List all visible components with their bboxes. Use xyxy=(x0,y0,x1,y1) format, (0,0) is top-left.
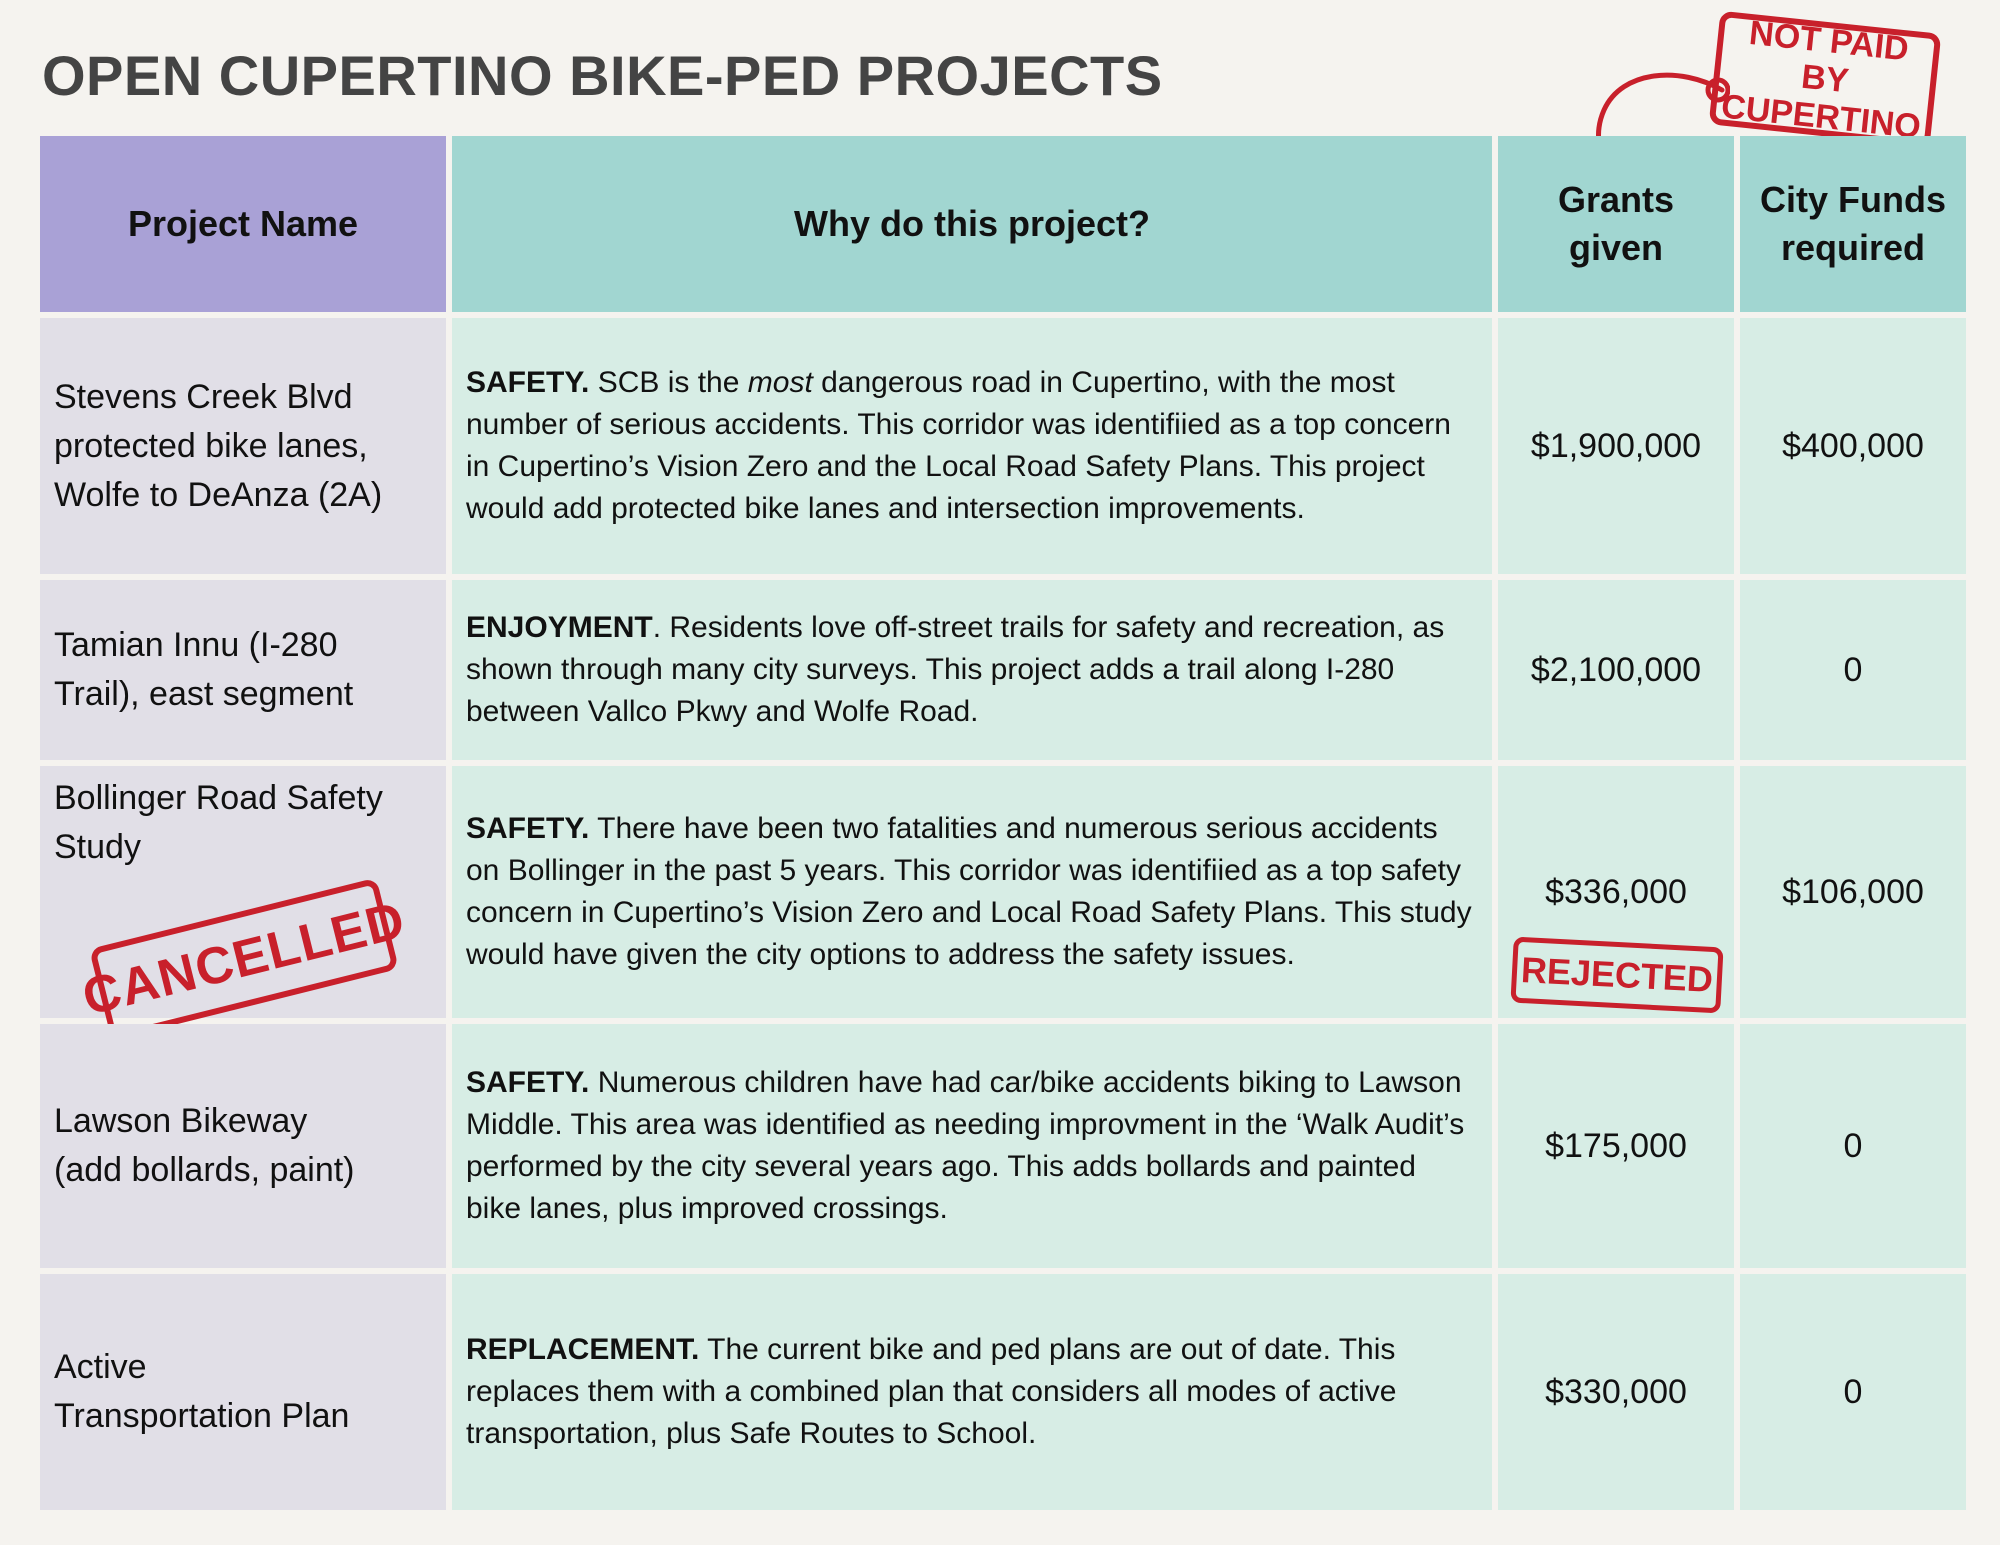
header-grants: Grants given xyxy=(1498,136,1734,312)
grants-cell: $336,000 REJECTED xyxy=(1498,766,1734,1018)
header-grants-line1: Grants xyxy=(1557,179,1675,220)
project-reason-cell: SAFETY. SCB is the most dangerous road i… xyxy=(452,318,1492,574)
header-why: Why do this project? xyxy=(452,136,1492,312)
project-reason-cell: REPLACEMENT. The current bike and ped pl… xyxy=(452,1274,1492,1510)
city-funds-cell: 0 xyxy=(1740,1274,1966,1510)
reason-label: ENJOYMENT xyxy=(466,611,653,644)
grants-cell: $1,900,000 xyxy=(1498,318,1734,574)
project-name-cell: Stevens Creek Blvd protected bike lanes,… xyxy=(40,318,446,574)
header-city-line2: required xyxy=(1780,227,1926,268)
project-name-cell: Lawson Bikeway (add bollards, paint) xyxy=(40,1024,446,1268)
project-reason-cell: SAFETY. Numerous children have had car/b… xyxy=(452,1024,1492,1268)
project-name-cell: Bollinger Road Safety Study CANCELLED xyxy=(40,766,446,1041)
city-funds-cell: 0 xyxy=(1740,580,1966,760)
city-funds-cell: $106,000 xyxy=(1740,766,1966,1018)
project-name-cell: Active Transportation Plan xyxy=(40,1274,446,1510)
grants-cell: $330,000 xyxy=(1498,1274,1734,1510)
not-paid-stamp: NOT PAID BY CUPERTINO xyxy=(1708,10,1942,148)
city-funds-cell: 0 xyxy=(1740,1024,1966,1268)
grants-cell: $175,000 xyxy=(1498,1024,1734,1268)
header-city-funds: City Funds required xyxy=(1740,136,1966,312)
project-name-cell: Tamian Innu (I-280 Trail), east segment xyxy=(40,580,446,760)
rejected-stamp: REJECTED xyxy=(1510,936,1724,1014)
cancelled-stamp: CANCELLED xyxy=(77,877,411,1041)
city-funds-cell: $400,000 xyxy=(1740,318,1966,574)
reason-label: SAFETY. xyxy=(466,812,590,845)
project-reason-cell: SAFETY. There have been two fatalities a… xyxy=(452,766,1492,1018)
projects-table: Project Name Why do this project? Grants… xyxy=(40,136,1966,1510)
header-grants-line2: given xyxy=(1568,227,1663,268)
project-reason-cell: ENJOYMENT. Residents love off-street tra… xyxy=(452,580,1492,760)
reason-label: SAFETY. xyxy=(466,366,590,399)
page-title: OPEN CUPERTINO BIKE-PED PROJECTS xyxy=(42,44,1163,107)
header-project-name: Project Name xyxy=(40,136,446,312)
reason-label: SAFETY. xyxy=(466,1066,590,1099)
grants-cell: $2,100,000 xyxy=(1498,580,1734,760)
header-city-line1: City Funds xyxy=(1760,179,1946,220)
reason-label: REPLACEMENT. xyxy=(466,1333,700,1366)
